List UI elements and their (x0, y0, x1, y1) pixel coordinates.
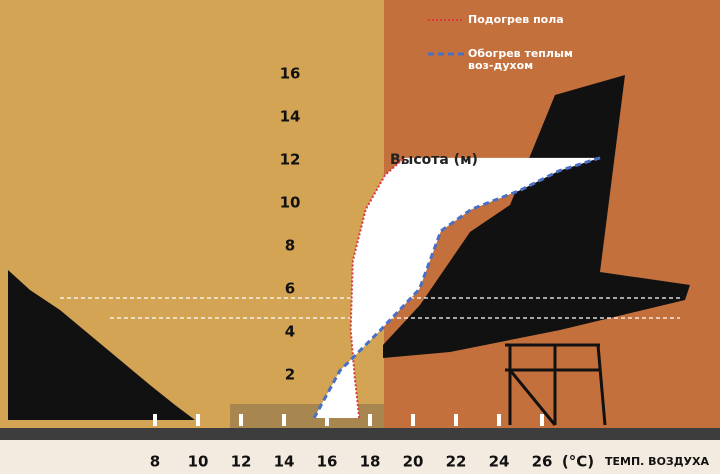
y-tick-label: 12 (280, 151, 301, 169)
scaffold (505, 343, 607, 426)
legend-swatch (428, 52, 464, 56)
x-axis-label: ТЕМП. ВОЗДУХА (605, 455, 709, 468)
x-tick-mark (454, 414, 458, 426)
x-tick-label: 10 (188, 453, 209, 471)
x-tick-mark (325, 414, 329, 426)
x-tick-mark (411, 414, 415, 426)
y-tick-label: 16 (280, 65, 301, 83)
ground (0, 428, 720, 440)
x-tick-label: 16 (317, 453, 338, 471)
y-tick-label: 14 (280, 108, 301, 126)
x-tick-mark (540, 414, 544, 426)
tail-silhouette (383, 75, 690, 358)
legend-label: Подогрев пола (468, 13, 564, 26)
x-unit: (°C) (562, 453, 594, 471)
x-tick-mark (153, 414, 157, 426)
x-tick-label: 12 (231, 453, 252, 471)
y-tick-label: 10 (280, 194, 301, 212)
x-tick-mark (368, 414, 372, 426)
x-tick-mark (282, 414, 286, 426)
x-tick-mark (196, 414, 200, 426)
y-tick-label: 8 (285, 237, 295, 255)
x-tick-label: 14 (274, 453, 295, 471)
platform (230, 404, 384, 430)
x-tick-label: 8 (150, 453, 160, 471)
line (312, 156, 601, 419)
stands (8, 270, 195, 420)
x-tick-mark (239, 414, 243, 426)
fill-between (314, 157, 601, 418)
x-tick-label: 20 (403, 453, 424, 471)
y-axis-label: Высота (м) (390, 152, 478, 168)
legend-item: Подогрев пола (428, 14, 600, 26)
x-tick-mark (497, 414, 501, 426)
line (349, 157, 406, 419)
x-tick-label: 18 (360, 453, 381, 471)
floor (0, 440, 720, 474)
y-tick-label: 4 (285, 323, 295, 341)
y-tick-label: 2 (285, 366, 295, 384)
x-tick-label: 24 (489, 453, 510, 471)
x-tick-label: 26 (532, 453, 553, 471)
legend: Подогрев пола Обогрев теплым воз-духом (428, 14, 600, 94)
legend-swatch (428, 19, 464, 21)
legend-label: Обогрев теплым воз-духом (468, 47, 573, 72)
legend-item: Обогрев теплым воз-духом (428, 48, 600, 72)
y-tick-label: 6 (285, 280, 295, 298)
x-tick-label: 22 (446, 453, 467, 471)
